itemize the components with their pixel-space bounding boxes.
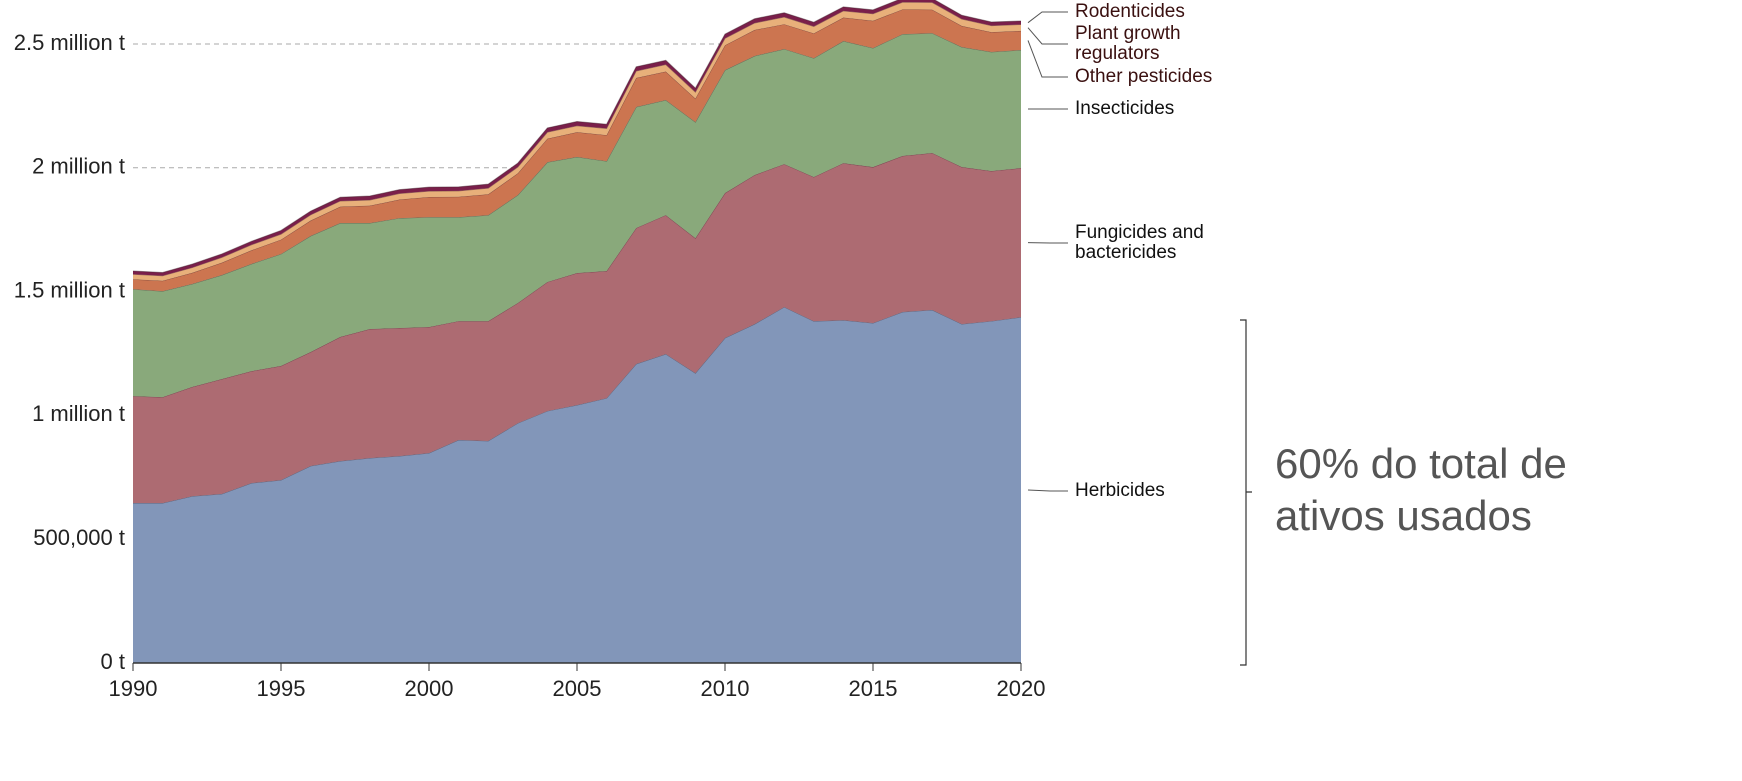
label-leader bbox=[1027, 11, 1068, 24]
legend-label: Rodenticides bbox=[1075, 1, 1185, 22]
legend-label: Insecticides bbox=[1075, 98, 1175, 119]
label-leader bbox=[1027, 489, 1068, 492]
area bbox=[133, 9, 1021, 292]
legend-label: Herbicides bbox=[1075, 480, 1165, 501]
y-tick-label: 0 t bbox=[101, 649, 125, 674]
legend-label: Other pesticides bbox=[1075, 66, 1213, 87]
y-tick-label: 500,000 t bbox=[33, 525, 125, 550]
y-tick-label: 1 million t bbox=[32, 401, 125, 426]
area bbox=[133, 33, 1021, 398]
y-tick-label: 2.5 million t bbox=[14, 30, 125, 55]
area bbox=[133, 306, 1021, 663]
y-tick-label: 1.5 million t bbox=[14, 277, 125, 302]
x-tick-label: 1990 bbox=[109, 676, 158, 701]
x-tick-label: 2000 bbox=[405, 676, 454, 701]
x-tick-label: 1995 bbox=[257, 676, 306, 701]
label-leader bbox=[1027, 40, 1068, 78]
x-tick-label: 2015 bbox=[849, 676, 898, 701]
x-tick-label: 2005 bbox=[553, 676, 602, 701]
x-tick-label: 2010 bbox=[701, 676, 750, 701]
legend-label: Plant growth regulators bbox=[1075, 23, 1181, 64]
x-tick-label: 2020 bbox=[997, 676, 1046, 701]
y-tick-label: 2 million t bbox=[32, 154, 125, 179]
area-edge bbox=[132, 0, 1022, 274]
label-leader bbox=[1027, 27, 1068, 45]
legend-label: Fungicides and bactericides bbox=[1075, 222, 1204, 263]
annotation: 60% do total de ativos usados bbox=[1275, 440, 1567, 539]
bracket bbox=[1240, 319, 1252, 666]
area bbox=[133, 152, 1021, 504]
